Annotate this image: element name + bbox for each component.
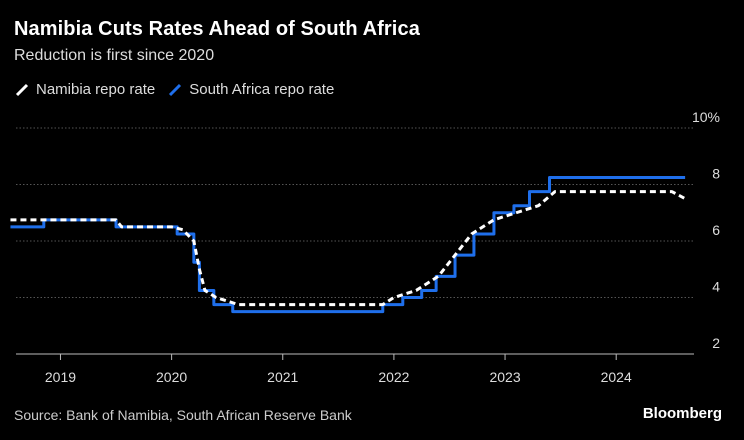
legend: Namibia repo rate South Africa repo rate bbox=[14, 81, 346, 98]
source-note: Source: Bank of Namibia, South African R… bbox=[14, 407, 352, 423]
x-tick-label-2020: 2020 bbox=[156, 369, 187, 385]
x-tick-label-2021: 2021 bbox=[267, 369, 298, 385]
legend-swatch-namibia-icon bbox=[15, 83, 29, 96]
x-tick-label-2019: 2019 bbox=[45, 369, 76, 385]
x-tick-label-2022: 2022 bbox=[378, 369, 409, 385]
chart-title: Namibia Cuts Rates Ahead of South Africa bbox=[14, 18, 420, 40]
series-line-namibia bbox=[10, 190, 686, 307]
y-tick-label-4: 4 bbox=[712, 279, 720, 295]
y-tick-label-8: 8 bbox=[712, 166, 720, 182]
chart-subtitle: Reduction is first since 2020 bbox=[14, 47, 215, 64]
series-line-south-africa bbox=[10, 175, 686, 314]
legend-label-namibia: Namibia repo rate bbox=[36, 81, 156, 98]
y-tick-label-6: 6 bbox=[712, 222, 720, 238]
x-tick-label-2024: 2024 bbox=[601, 369, 632, 385]
bloomberg-logo: Bloomberg bbox=[642, 405, 722, 422]
x-tick-label-2023: 2023 bbox=[489, 369, 520, 385]
legend-swatch-south-africa-icon bbox=[169, 83, 182, 96]
legend-label-south-africa: South Africa repo rate bbox=[189, 81, 335, 98]
legend-item-south-africa: South Africa repo rate bbox=[167, 81, 334, 98]
y-tick-label-2: 2 bbox=[712, 335, 720, 351]
legend-item-namibia: Namibia repo rate bbox=[14, 81, 155, 98]
y-tick-label-10: 10% bbox=[692, 109, 720, 125]
